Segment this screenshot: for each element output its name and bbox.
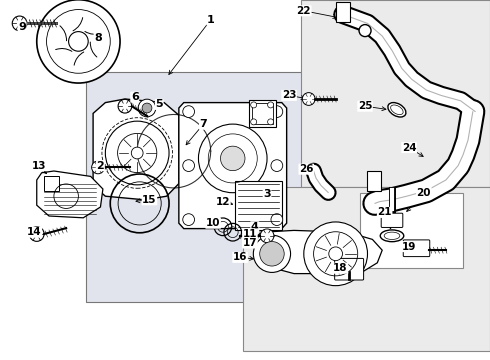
FancyBboxPatch shape bbox=[403, 240, 430, 257]
Bar bbox=[249, 100, 276, 127]
Bar bbox=[301, 0, 490, 187]
Circle shape bbox=[29, 227, 44, 241]
Polygon shape bbox=[255, 230, 382, 274]
Circle shape bbox=[271, 214, 283, 225]
Bar bbox=[235, 181, 282, 230]
Text: 14: 14 bbox=[27, 227, 42, 237]
Text: 20: 20 bbox=[416, 188, 431, 198]
Text: 18: 18 bbox=[333, 263, 348, 273]
Text: 22: 22 bbox=[296, 6, 311, 16]
Text: 23: 23 bbox=[282, 90, 296, 100]
Circle shape bbox=[260, 242, 284, 266]
Circle shape bbox=[220, 146, 245, 171]
Circle shape bbox=[198, 124, 267, 193]
Text: 10: 10 bbox=[206, 218, 220, 228]
Circle shape bbox=[183, 106, 195, 117]
Text: 25: 25 bbox=[358, 101, 372, 111]
Text: 8: 8 bbox=[94, 33, 102, 43]
Circle shape bbox=[105, 121, 169, 185]
Circle shape bbox=[271, 106, 283, 117]
Text: 2: 2 bbox=[97, 161, 104, 171]
Circle shape bbox=[359, 24, 371, 37]
Text: 26: 26 bbox=[299, 164, 314, 174]
Text: 19: 19 bbox=[402, 242, 416, 252]
Text: 7: 7 bbox=[199, 119, 207, 129]
FancyBboxPatch shape bbox=[335, 258, 364, 280]
Circle shape bbox=[12, 16, 27, 31]
Bar bbox=[367, 171, 381, 191]
Circle shape bbox=[183, 214, 195, 225]
Text: 11: 11 bbox=[243, 229, 257, 239]
Text: 3: 3 bbox=[263, 189, 271, 199]
Text: 13: 13 bbox=[32, 161, 47, 171]
Bar bbox=[44, 176, 59, 191]
Circle shape bbox=[271, 160, 283, 171]
Circle shape bbox=[37, 0, 120, 83]
Circle shape bbox=[183, 160, 195, 171]
Bar bbox=[252, 103, 272, 124]
Circle shape bbox=[251, 119, 257, 125]
Bar bbox=[336, 2, 350, 22]
Text: 9: 9 bbox=[18, 22, 26, 32]
Circle shape bbox=[329, 247, 343, 261]
Circle shape bbox=[131, 147, 143, 159]
Bar bbox=[86, 72, 309, 302]
Circle shape bbox=[69, 32, 88, 51]
Circle shape bbox=[92, 161, 104, 174]
Circle shape bbox=[251, 102, 257, 108]
Circle shape bbox=[142, 103, 152, 113]
Ellipse shape bbox=[388, 103, 406, 117]
Bar bbox=[360, 193, 463, 268]
Circle shape bbox=[268, 119, 273, 125]
Text: 5: 5 bbox=[155, 99, 163, 109]
Circle shape bbox=[268, 102, 273, 108]
Text: 1: 1 bbox=[207, 15, 215, 25]
Circle shape bbox=[304, 222, 368, 285]
FancyBboxPatch shape bbox=[381, 213, 403, 228]
Text: 16: 16 bbox=[233, 252, 247, 262]
Polygon shape bbox=[93, 99, 179, 200]
Circle shape bbox=[138, 99, 156, 117]
Text: 21: 21 bbox=[377, 207, 392, 217]
Circle shape bbox=[260, 229, 274, 243]
Circle shape bbox=[253, 235, 291, 273]
Text: 15: 15 bbox=[142, 195, 157, 205]
Polygon shape bbox=[179, 103, 287, 229]
Text: 4: 4 bbox=[251, 222, 259, 232]
Text: 12: 12 bbox=[216, 197, 230, 207]
Bar bbox=[243, 187, 490, 351]
Circle shape bbox=[118, 99, 132, 113]
Text: 17: 17 bbox=[243, 238, 257, 248]
Text: 24: 24 bbox=[402, 143, 416, 153]
Circle shape bbox=[302, 93, 315, 105]
Polygon shape bbox=[37, 171, 103, 218]
Text: 6: 6 bbox=[131, 92, 139, 102]
